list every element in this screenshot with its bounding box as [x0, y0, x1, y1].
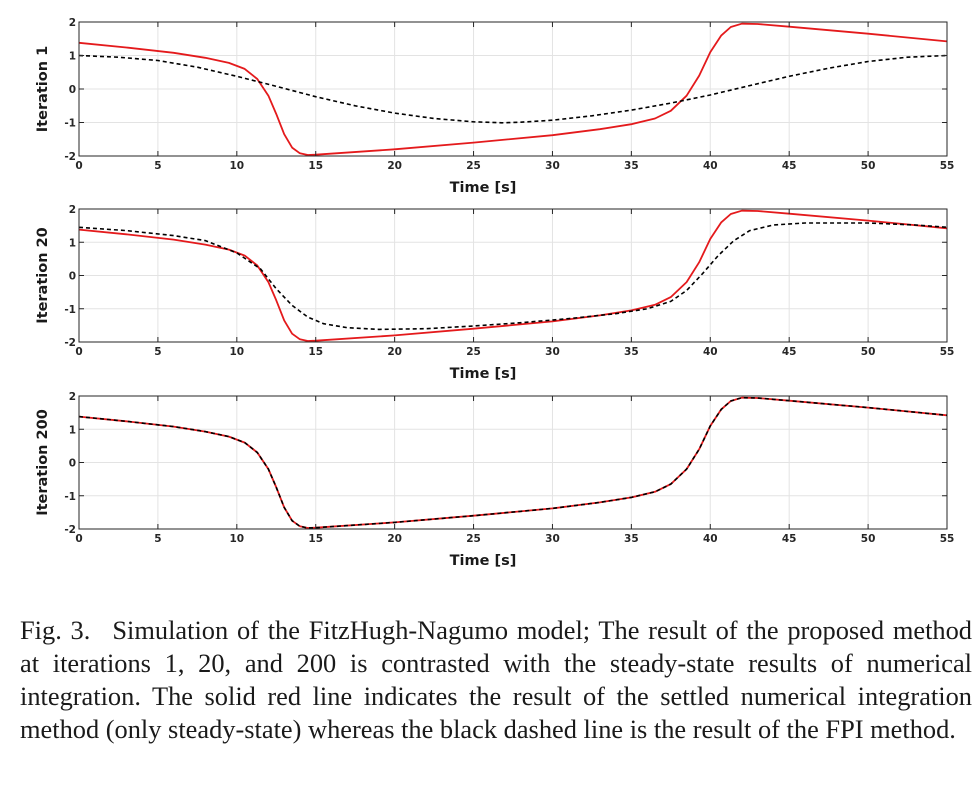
x-tick-label: 30	[545, 533, 560, 545]
fpi-dashed-line	[78, 222, 948, 331]
y-tick-label: 2	[69, 391, 76, 403]
x-tick-label: 45	[782, 160, 797, 172]
x-tick-label: 45	[782, 533, 797, 545]
x-tick-label: 50	[861, 346, 876, 358]
y-axis-label: Iteration 1	[35, 46, 51, 132]
x-tick-label: 0	[75, 533, 82, 545]
x-tick-label: 10	[230, 533, 245, 545]
x-tick-label: 25	[466, 160, 481, 172]
x-tick-label: 25	[466, 346, 481, 358]
y-tick-label: 1	[69, 237, 76, 249]
x-axis-label: Time [s]	[450, 180, 517, 196]
fpi-dashed-line	[78, 396, 948, 529]
x-tick-label: 20	[387, 346, 402, 358]
x-tick-label: 0	[75, 160, 82, 172]
y-tick-label: -1	[64, 304, 76, 316]
x-tick-label: 10	[230, 160, 245, 172]
y-tick-label: -2	[64, 524, 76, 536]
figure-caption: Fig. 3. Simulation of the FitzHugh-Nagumo…	[20, 614, 972, 746]
y-tick-label: -1	[64, 491, 76, 503]
x-tick-label: 55	[940, 346, 955, 358]
x-tick-label: 35	[624, 346, 639, 358]
x-tick-label: 40	[703, 346, 718, 358]
y-tick-label: 0	[69, 84, 76, 96]
y-tick-label: 2	[69, 204, 76, 216]
y-tick-label: 0	[69, 271, 76, 283]
x-tick-label: 15	[308, 533, 323, 545]
x-tick-label: 50	[861, 533, 876, 545]
x-tick-label: 10	[230, 346, 245, 358]
x-tick-label: 50	[861, 160, 876, 172]
panel-3: 0 5 10 15 20 25 30 35 40 45 50 55 -2 -1 0 1 2 Time [s] Ite…	[35, 391, 954, 569]
y-tick-label: -1	[64, 118, 76, 130]
x-tick-label: 20	[387, 533, 402, 545]
x-tick-label: 45	[782, 346, 797, 358]
x-tick-label: 5	[154, 160, 161, 172]
y-tick-label: 1	[69, 51, 76, 63]
x-tick-label: 40	[703, 160, 718, 172]
y-tick-label: -2	[64, 151, 76, 163]
x-tick-label: 55	[940, 160, 955, 172]
y-tick-label: -2	[64, 337, 76, 349]
y-tick-label: 2	[69, 17, 76, 29]
integration-solid-line	[78, 22, 948, 156]
caption-text: Simulation of the FitzHugh-Nagumo model;…	[20, 615, 972, 744]
x-axis-label: Time [s]	[450, 553, 517, 569]
x-tick-label: 5	[154, 533, 161, 545]
x-tick-label: 25	[466, 533, 481, 545]
x-tick-label: 15	[308, 160, 323, 172]
caption-label: Fig. 3.	[20, 615, 91, 645]
y-tick-label: 0	[69, 458, 76, 470]
x-tick-label: 35	[624, 160, 639, 172]
y-axis-label: Iteration 200	[35, 409, 51, 516]
y-tick-label: 1	[69, 424, 76, 436]
x-axis-label: Time [s]	[450, 366, 517, 382]
x-tick-label: 5	[154, 346, 161, 358]
integration-solid-line	[78, 209, 948, 342]
x-tick-label: 20	[387, 160, 402, 172]
panel-2: 0 5 10 15 20 25 30 35 40 45 50 55 -2 -1 0 1 2 Time [s] Ite…	[35, 204, 954, 382]
y-axis-label: Iteration 20	[35, 227, 51, 324]
x-tick-label: 40	[703, 533, 718, 545]
x-tick-label: 15	[308, 346, 323, 358]
panel-1: 0 5 10 15 20 25 30 35 40 45 50 55 -2 -1 0 1 2 Time [s] Ite…	[35, 17, 954, 196]
x-tick-label: 30	[545, 346, 560, 358]
x-tick-label: 0	[75, 346, 82, 358]
x-tick-label: 55	[940, 533, 955, 545]
x-tick-label: 35	[624, 533, 639, 545]
x-tick-label: 30	[545, 160, 560, 172]
